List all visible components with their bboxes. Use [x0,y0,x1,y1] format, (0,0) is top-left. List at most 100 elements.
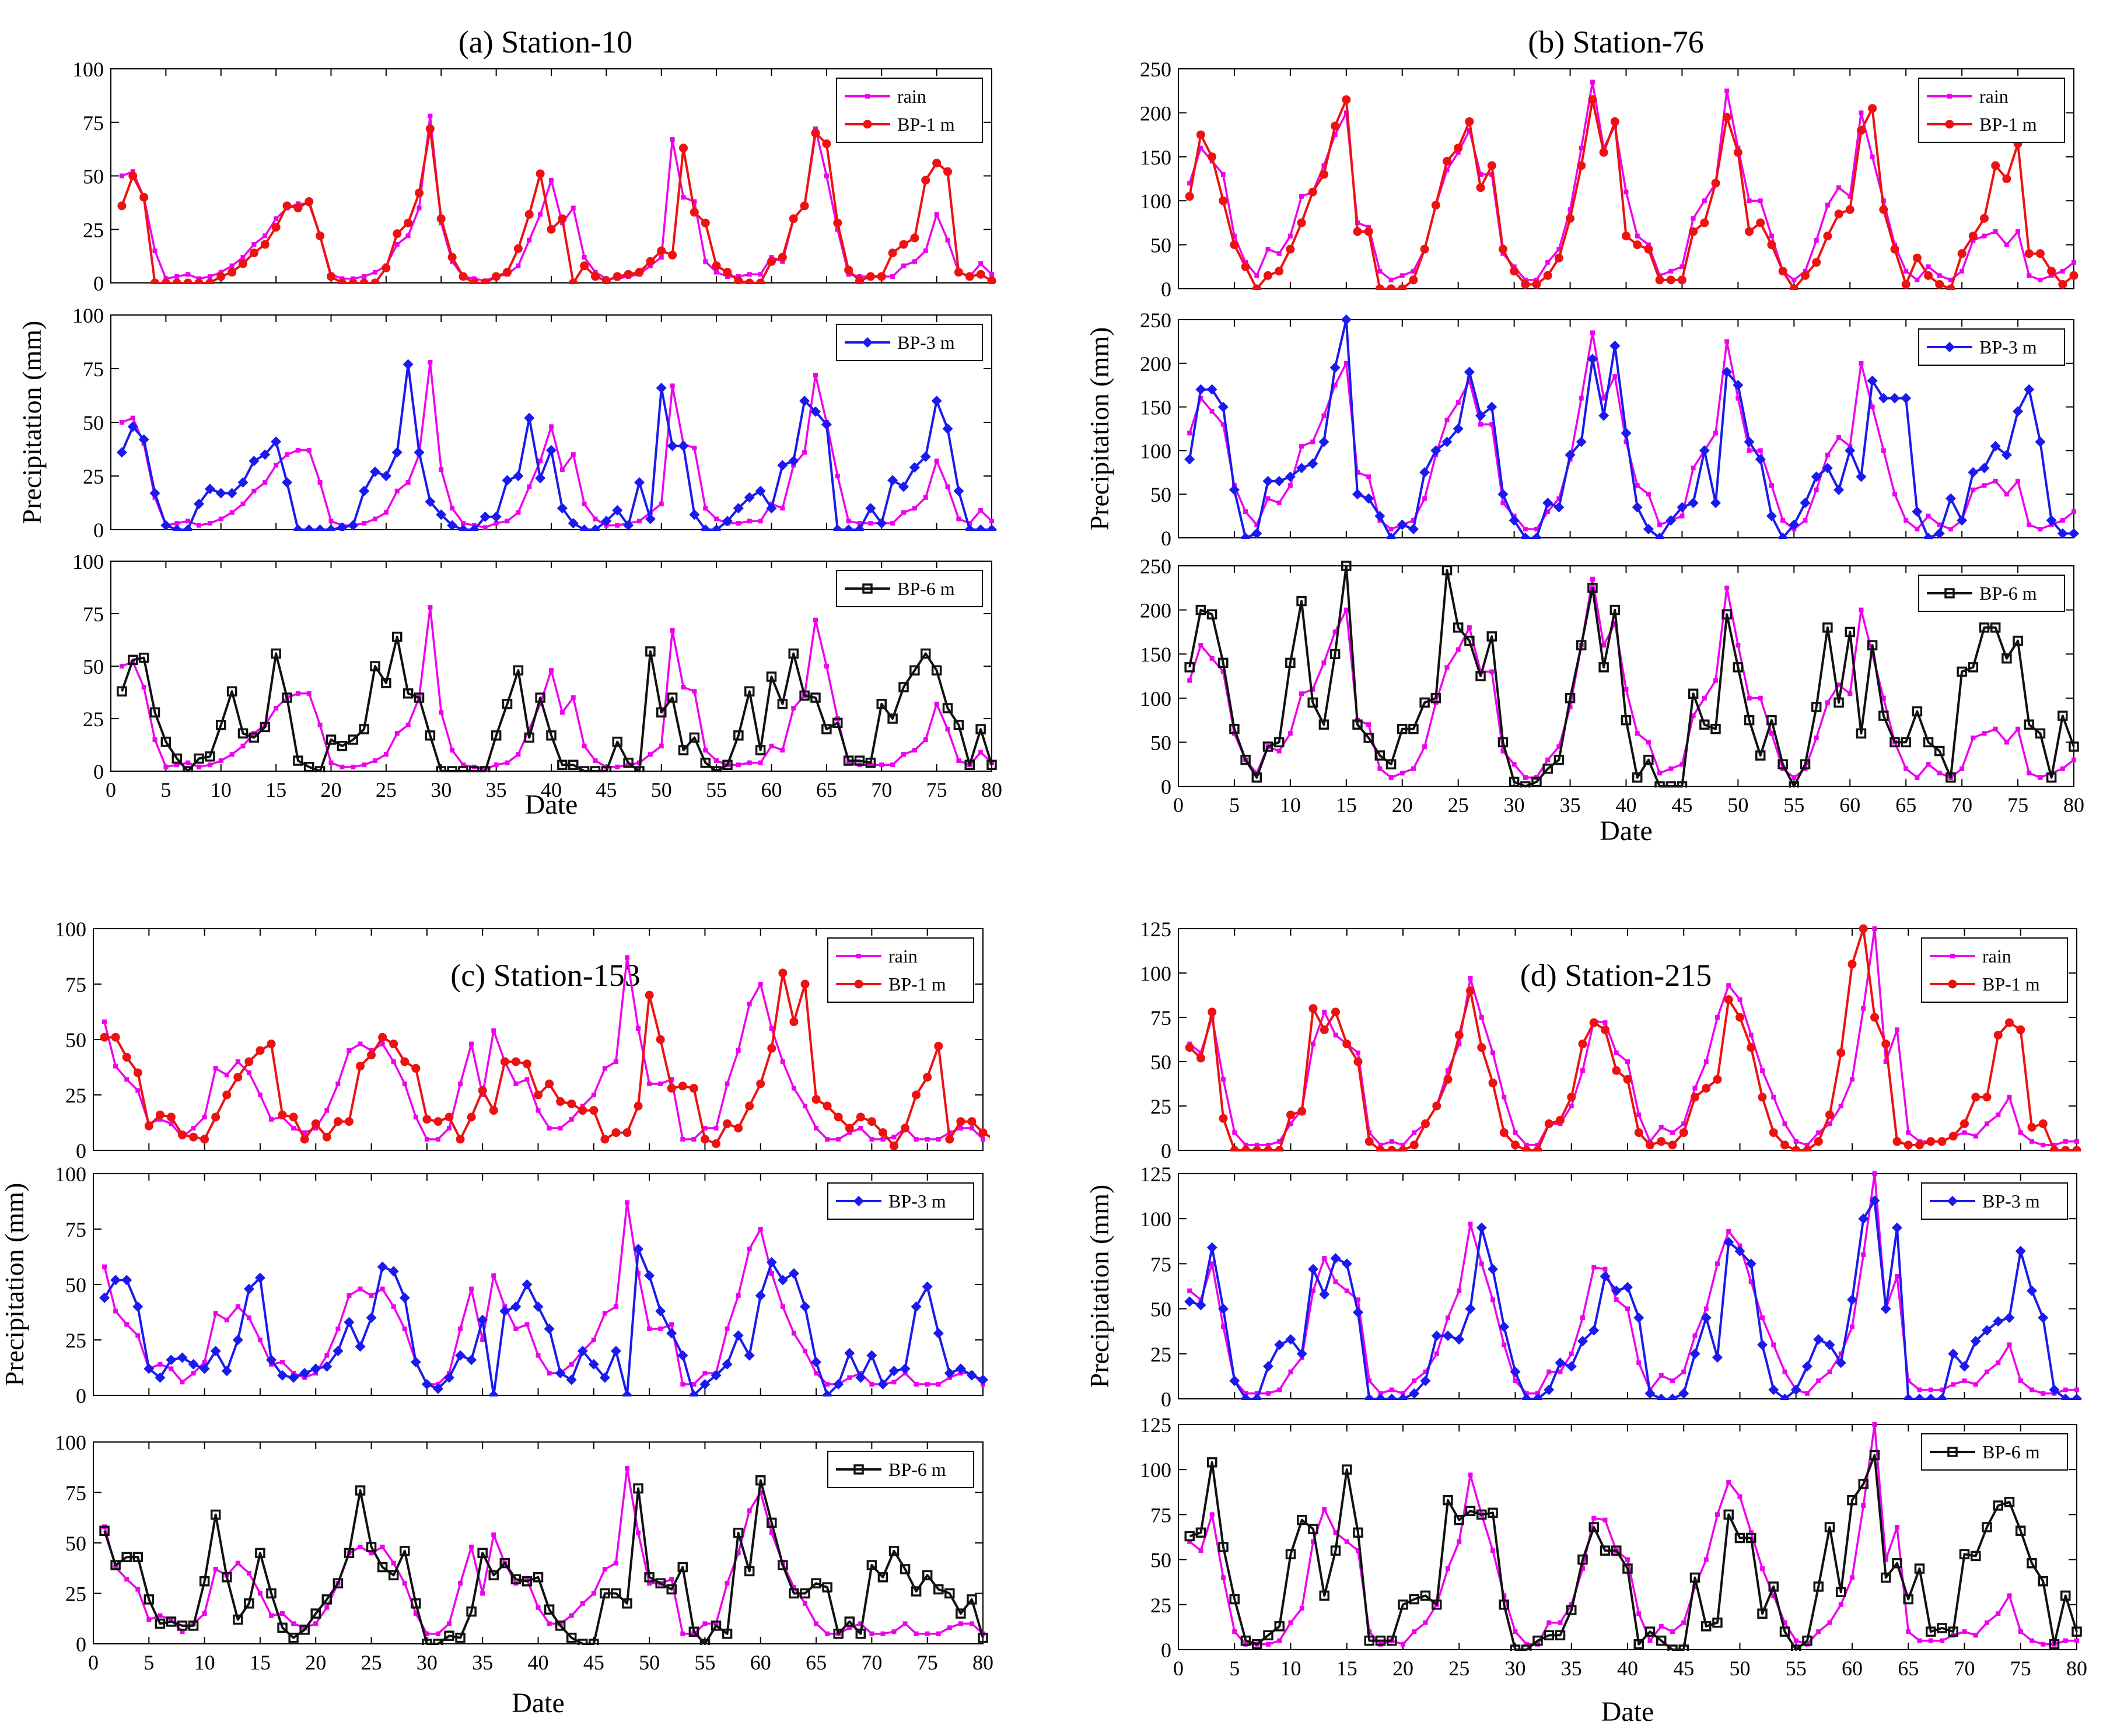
data-point-bp6 [911,1586,922,1597]
data-point-bp1 [1264,271,1272,280]
data-point-rain [1277,1387,1282,1392]
data-point-rain [2038,527,2043,532]
data-point-rain [780,1304,785,1309]
data-point-rain [229,752,235,757]
data-point-bp1 [2027,1122,2036,1132]
data-point-rain [747,519,752,524]
data-point-rain [1556,496,1562,501]
data-point-bp1 [1510,267,1519,276]
data-point-bp3 [1206,384,1217,395]
data-point-bp3 [366,1312,377,1323]
data-point-bp6 [1285,1549,1296,1560]
x-tick-label: 0 [1173,1657,1184,1680]
data-point-rain [1388,527,1394,532]
data-point-bp6 [645,646,656,657]
data-point-rain [890,274,895,279]
data-point-rain [912,748,917,752]
data-point-rain [1401,1391,1405,1396]
data-point-rain [1455,400,1461,405]
data-point-bp3 [887,475,898,486]
data-point-rain [1769,483,1774,488]
data-point-rain [1321,163,1327,168]
data-point-bp3 [1206,1242,1217,1253]
data-point-rain [714,516,719,522]
data-point-rain [923,737,928,742]
y-tick-label: 0 [1161,775,1171,799]
y-tick-label: 25 [83,465,104,488]
data-point-rain [549,424,554,429]
data-point-bp3 [1979,463,1990,474]
data-point-bp1 [2005,1018,2014,1027]
y-tick-label: 200 [1140,102,1171,125]
data-point-rain [890,520,895,526]
x-tick-label: 5 [1229,793,1240,817]
data-point-bp6 [922,1570,933,1581]
data-point-rain [152,737,158,742]
data-point-bp1 [1789,284,1798,290]
data-point-bp3 [421,1379,432,1390]
x-tick-label: 30 [1505,1657,1526,1680]
data-point-rain [1702,198,1707,204]
data-point-bp6 [183,766,193,772]
data-point-bp1 [1364,227,1373,236]
data-point-bp1 [1554,253,1563,262]
data-point-rain [306,691,312,696]
data-point-bp3 [1982,1325,1992,1336]
data-point-rain [1287,483,1293,488]
data-point-bp1 [856,1112,865,1122]
data-point-rain [458,1581,463,1586]
y-tick-label: 50 [83,165,104,188]
data-point-bp3 [488,1390,499,1396]
data-point-bp1 [1498,244,1507,254]
series-rain [1187,79,2076,282]
data-point-bp3 [1990,440,2001,452]
data-point-rain [1928,1387,1933,1392]
data-point-rain [825,1137,830,1142]
data-point-bp3 [458,524,468,531]
x-tick-label: 10 [1280,793,1301,817]
data-point-bp3 [1588,1325,1600,1336]
data-point-rain [1266,1642,1271,1647]
data-point-rain [482,525,488,530]
data-point-rain [1836,185,1842,190]
data-point-rain [1917,1387,1922,1392]
data-point-rain [2027,273,2032,278]
x-tick-label: 5 [160,778,171,802]
data-point-rain [967,520,972,526]
y-axis-label: Precipitation (mm) [0,1183,29,1387]
y-tick-label: 50 [1150,1298,1171,1321]
data-point-bp1 [1185,1043,1194,1052]
data-point-bp6 [425,730,436,741]
data-point-bp3 [2060,1394,2071,1400]
data-point-rain [251,488,257,494]
data-point-bp1 [712,261,721,271]
data-point-rain [1692,1584,1698,1589]
data-point-rain [1444,167,1450,173]
data-point-bp3 [1285,1334,1296,1345]
data-point-rain [2071,757,2076,762]
data-point-rain [1524,1142,1529,1147]
data-point-bp3 [1858,1213,1869,1224]
data-point-rain [1558,1620,1563,1625]
data-point-bp1 [200,1135,209,1144]
data-point-bp3 [155,1372,166,1383]
data-point-bp1 [888,249,897,258]
data-point-bp3 [1531,533,1542,539]
data-point-bp6 [711,766,722,772]
data-point-bp6 [244,1598,254,1609]
data-point-bp3 [766,503,777,514]
data-point-rain [1657,522,1663,527]
legend-entry-bp1: BP-1 m [845,114,955,135]
data-point-bp3 [491,511,502,522]
data-point-bp1 [467,1112,476,1122]
data-point-rain [213,1066,218,1071]
data-point-bp3 [755,1290,766,1301]
data-point-rain [1646,242,1651,247]
data-point-rain [351,764,356,769]
data-point-rain [669,1577,674,1582]
data-point-bp6 [1993,1500,2003,1511]
data-point-bp3 [271,436,282,447]
data-point-rain [1332,132,1338,138]
